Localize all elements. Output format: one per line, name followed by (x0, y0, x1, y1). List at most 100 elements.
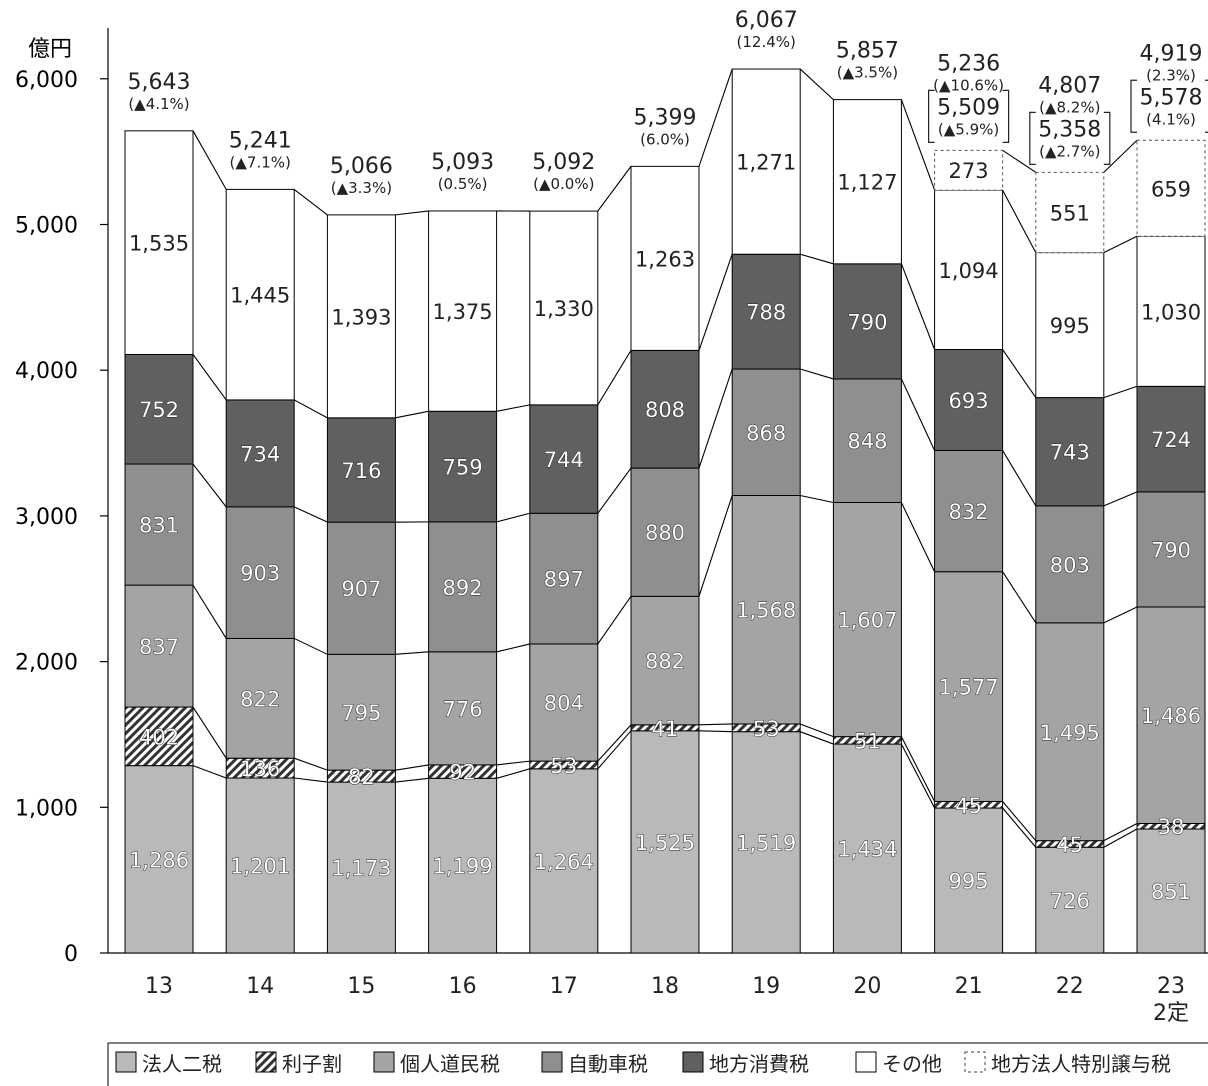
segment-value-label: 1,577 (939, 676, 999, 700)
segment-connector-line (1103, 606, 1138, 624)
segment-value-label: 907 (341, 577, 381, 601)
bar-segment-5 (832, 99, 902, 265)
bar-total-change-label: (▲10.6%) (933, 76, 1004, 94)
segment-value-label: 1,199 (433, 855, 493, 879)
x-tick-label: 15 (347, 974, 375, 999)
segment-value-label: 136 (240, 757, 280, 781)
segment-value-label: 1,375 (433, 300, 493, 324)
segment-value-label: 1,286 (129, 848, 189, 872)
segment-connector-line (900, 736, 936, 802)
segment-value-label: 808 (645, 398, 685, 422)
segment-connector-line (1103, 822, 1138, 842)
segment-value-label: 1,486 (1141, 704, 1201, 728)
x-tick-label: 22 (1056, 974, 1084, 999)
legend-swatch-2 (373, 1051, 395, 1073)
segment-connector-line (1103, 235, 1138, 254)
segment-value-label: 822 (240, 687, 280, 711)
bar-total-change-label: (12.4%) (737, 33, 796, 51)
bar-segment-2 (832, 501, 902, 738)
segment-connector-line (698, 723, 733, 726)
segment-connector-line (496, 760, 530, 766)
segment-value-label: 1,607 (837, 609, 897, 633)
segment-connector-line (395, 651, 429, 655)
segment-value-label: 659 (1151, 177, 1191, 201)
segment-connector-line (293, 188, 328, 216)
y-tick-label: 4,000 (15, 359, 78, 384)
bar-segment-2 (428, 651, 498, 766)
bar-segment-4 (225, 399, 295, 508)
legend-label-4: 地方消費税 (709, 1052, 809, 1076)
bar-total-change-label: (▲0.0%) (533, 175, 594, 193)
segment-connector-line (1002, 450, 1037, 507)
y-tick-label: 1,000 (15, 796, 78, 821)
segment-value-label: 53 (753, 717, 780, 741)
bar-total-label: 4,919 (1140, 41, 1203, 66)
x-tick-label: 17 (550, 974, 578, 999)
bar-segment-0 (1035, 846, 1105, 954)
segment-value-label: 892 (443, 576, 483, 600)
segment-value-label: 1,127 (837, 171, 897, 195)
segment-value-label: 790 (1151, 538, 1191, 562)
bar-segment-6 (1035, 171, 1105, 254)
bar-segment-2 (225, 637, 295, 759)
segment-connector-line (192, 354, 227, 401)
bar-total-change-label: (▲7.1%) (230, 153, 291, 171)
bracket-change-label: (▲2.7%) (1039, 142, 1100, 160)
bar-segment-2 (326, 653, 396, 771)
legend-swatch-4 (682, 1051, 704, 1073)
legend-swatch-0 (115, 1051, 137, 1073)
x-tick-label: 23 (1157, 974, 1185, 999)
bar-segment-2 (1035, 622, 1105, 842)
bar-segment-4 (934, 349, 1004, 451)
bar-segment-2 (731, 495, 801, 725)
segment-value-label: 53 (550, 754, 577, 778)
segment-connector-line (1002, 571, 1037, 624)
y-tick-label: 3,000 (15, 505, 78, 530)
segment-connector-line (294, 777, 328, 783)
bar-segment-5 (326, 214, 396, 419)
bar-total-change-label: (▲3.3%) (331, 179, 392, 197)
segment-value-label: 716 (341, 459, 381, 483)
bar-total-label: 5,236 (937, 51, 1000, 76)
segment-connector-line (800, 494, 834, 504)
segment-connector-line (900, 502, 936, 572)
segment-value-label: 1,445 (230, 284, 290, 308)
bar-segment-3 (326, 521, 396, 655)
bar-segment-3 (731, 368, 801, 497)
bar-segment-5 (1035, 252, 1105, 399)
bar-total-change-label: (2.3%) (1146, 66, 1196, 84)
segment-value-label: 1,330 (534, 297, 594, 321)
bar-segment-3 (124, 463, 194, 586)
segment-connector-line (799, 68, 834, 101)
bar-segment-5 (428, 210, 498, 412)
bar-total-label: 5,092 (532, 150, 595, 175)
segment-connector-line (1103, 385, 1138, 399)
x-tick-label: 18 (651, 974, 679, 999)
segment-value-label: 848 (847, 430, 887, 454)
segment-connector-line (597, 730, 632, 770)
bar-segment-5 (529, 210, 599, 406)
segment-connector-line (1002, 149, 1037, 173)
bar-segment-4 (731, 253, 801, 370)
legend-label-2: 個人道民税 (400, 1052, 500, 1076)
segment-connector-line (698, 368, 733, 469)
segment-value-label: 51 (854, 729, 881, 753)
bar-segment-4 (832, 263, 902, 380)
segment-value-label: 832 (949, 500, 989, 524)
x-tick-label: 13 (145, 974, 173, 999)
segment-value-label: 273 (949, 159, 989, 183)
segment-value-label: 1,525 (635, 831, 695, 855)
bracket-left (1029, 111, 1036, 165)
segment-connector-line (597, 166, 632, 212)
bracket-change-label: (4.1%) (1146, 110, 1196, 128)
legend-label-0: 法人二税 (142, 1052, 222, 1076)
bar-segment-4 (529, 404, 599, 514)
segment-value-label: 92 (449, 761, 476, 785)
segment-value-label: 744 (544, 448, 584, 472)
bar-segment-0 (832, 743, 902, 954)
bar-segment-2 (1136, 606, 1206, 824)
segment-connector-line (496, 512, 530, 523)
segment-connector-line (192, 463, 227, 508)
segment-connector-line (800, 253, 834, 265)
bar-segment-0 (124, 765, 194, 954)
